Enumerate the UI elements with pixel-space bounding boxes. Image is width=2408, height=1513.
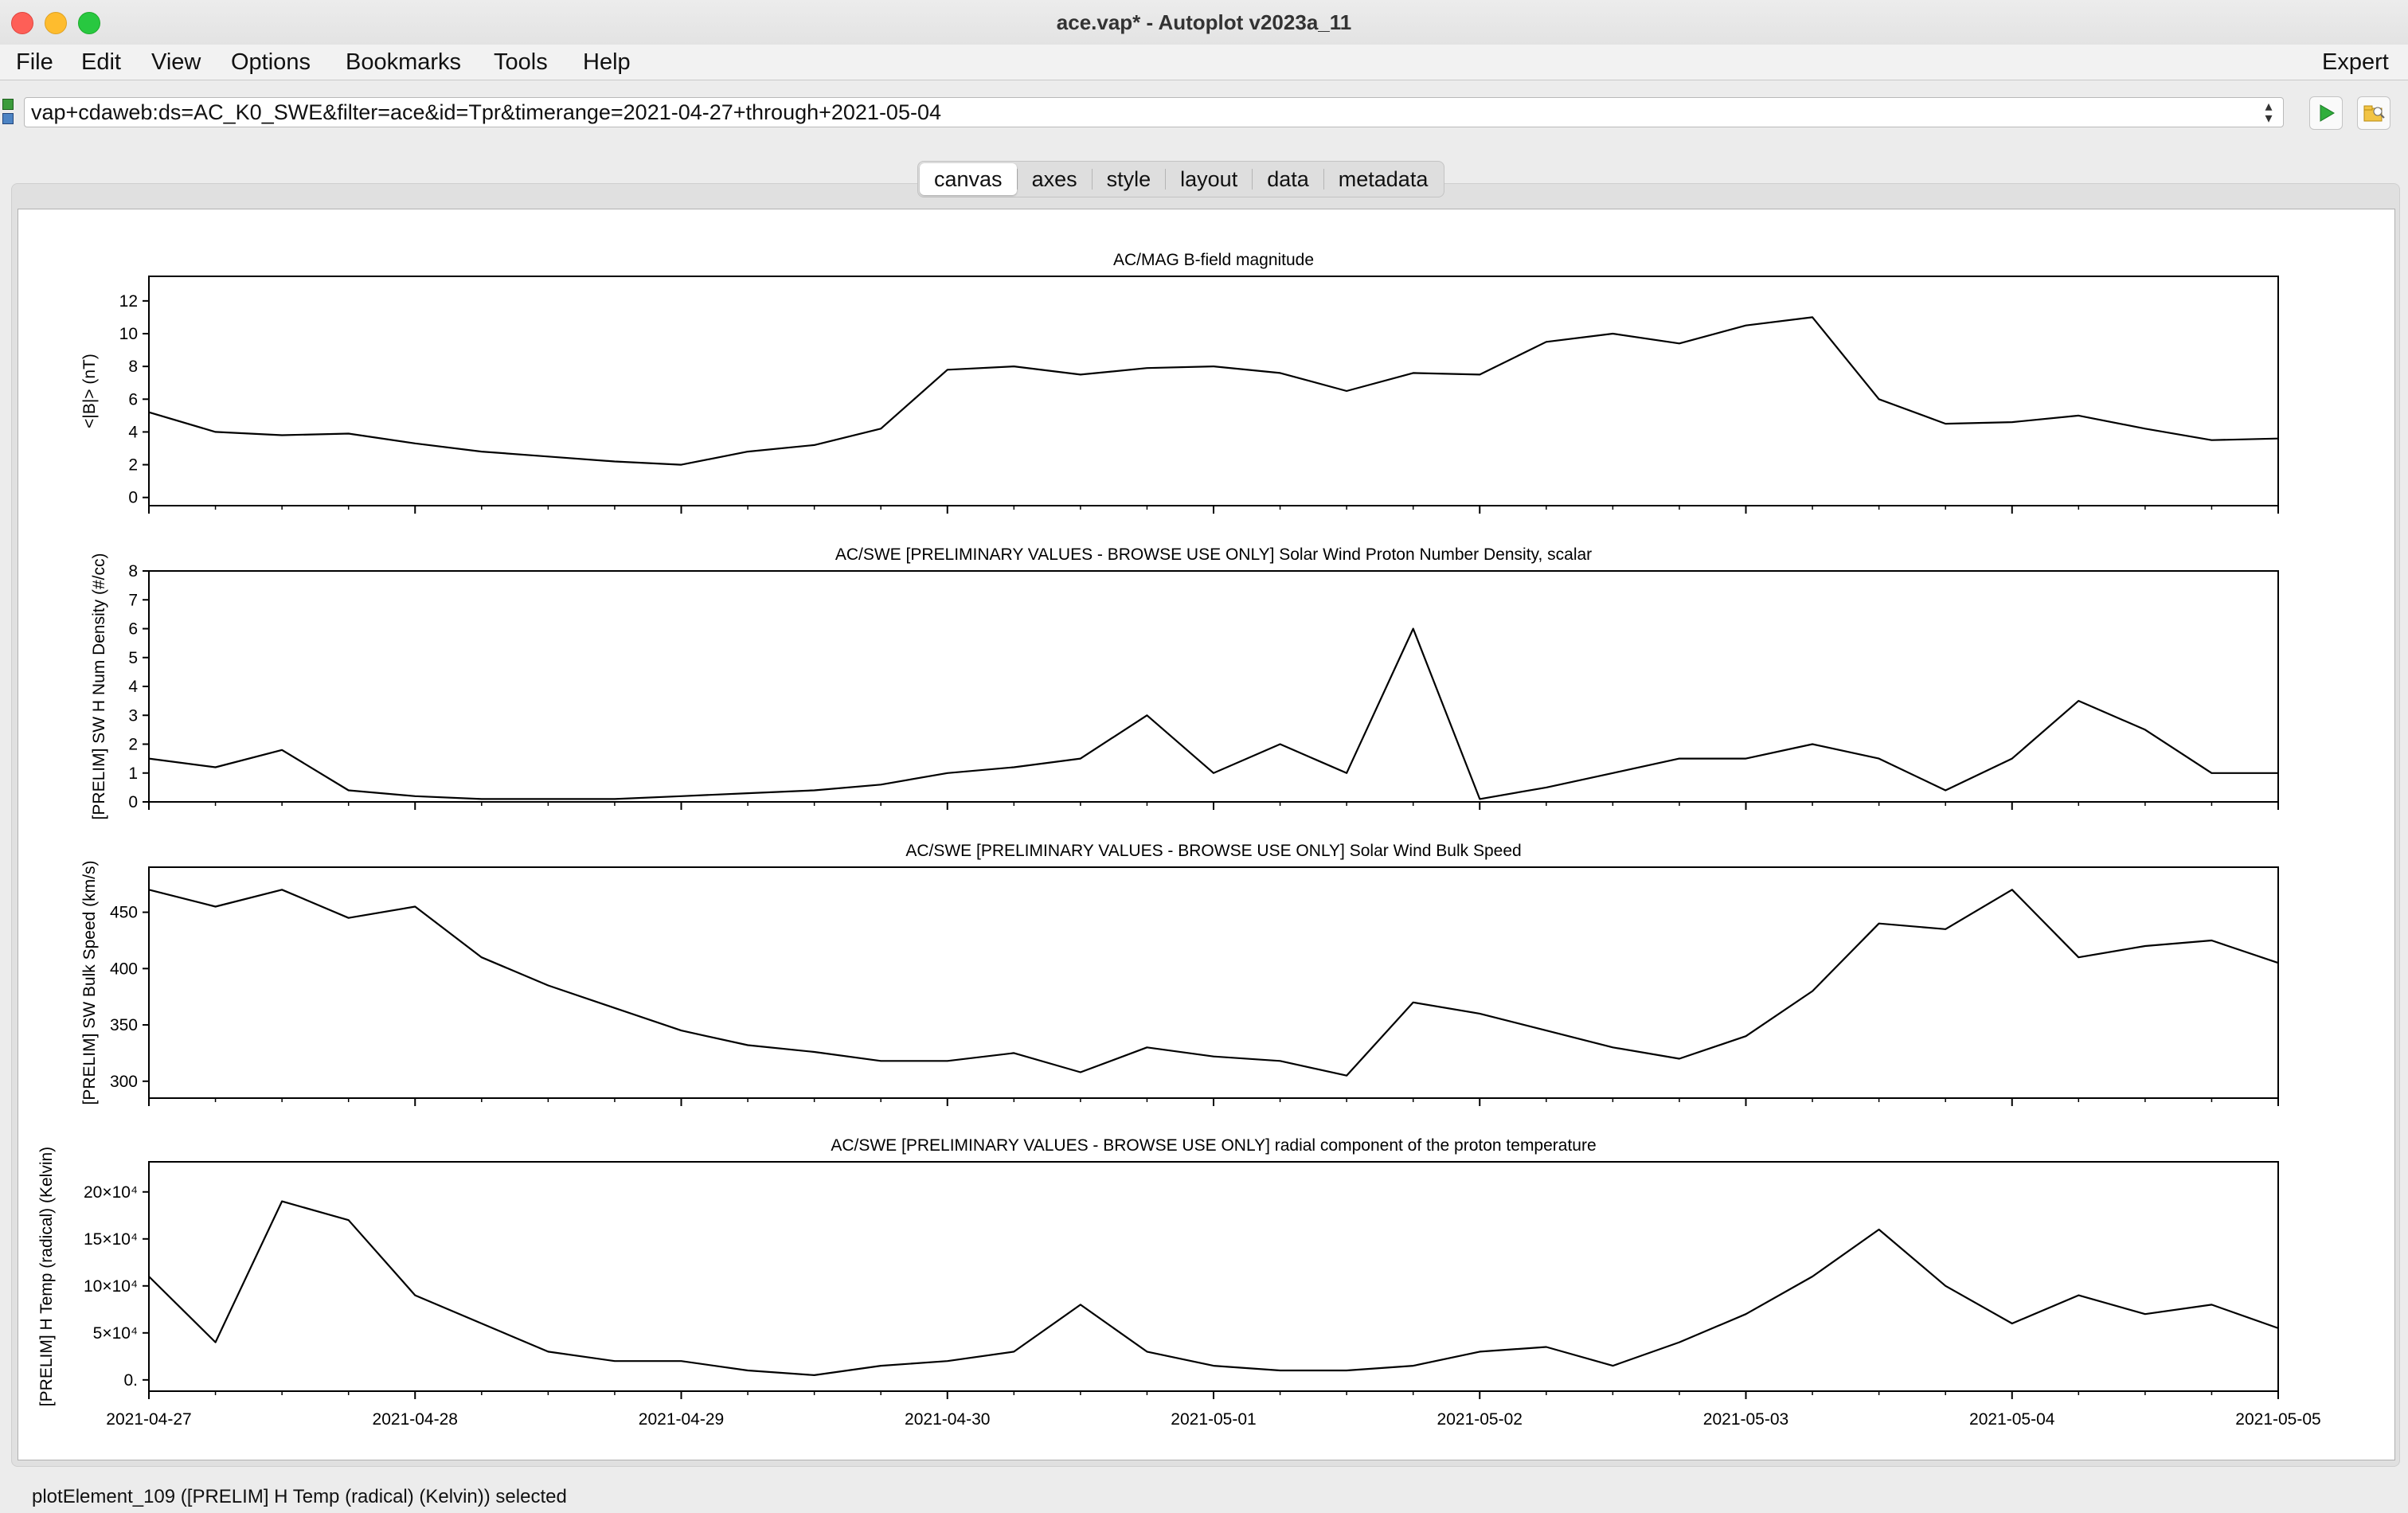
menu-expert[interactable]: Expert — [2322, 49, 2389, 75]
y-tick-label-4-4: 20×10⁴ — [84, 1183, 138, 1202]
x-tick-label-3: 2021-04-30 — [905, 1410, 990, 1429]
series-line-1 — [148, 316, 2279, 466]
x-tick-label-4: 2021-05-01 — [1171, 1410, 1256, 1429]
tab-style[interactable]: style — [1106, 167, 1151, 191]
y-tick-label-4-0: 0. — [123, 1371, 138, 1390]
menu-options[interactable]: Options — [231, 49, 311, 75]
y-tick-label-3-2: 400 — [110, 960, 138, 978]
address-bar: vap+cdaweb:ds=AC_K0_SWE&filter=ace&id=Tp… — [0, 89, 2408, 137]
tab-bar: canvas axes style layout data metadata — [917, 161, 1445, 197]
uri-input[interactable]: vap+cdaweb:ds=AC_K0_SWE&filter=ace&id=Tp… — [24, 97, 2284, 127]
menubar: File Edit View Options Bookmarks Tools H… — [0, 45, 2408, 80]
plot-panel-3 — [148, 866, 2279, 1099]
y-tick-label-4-1: 5×10⁴ — [93, 1324, 138, 1343]
y-axis-label-3: [PRELIM] SW Bulk Speed (km/s) — [80, 861, 99, 1105]
tab-canvas[interactable]: canvas — [920, 163, 1017, 195]
series-line-4 — [148, 1200, 2279, 1376]
tab-layout[interactable]: layout — [1180, 167, 1238, 191]
play-icon — [2320, 104, 2335, 122]
x-tick-label-2: 2021-04-29 — [639, 1410, 724, 1429]
plot-svg[interactable]: AC/MAG B-field magnitude <|B|> (nT) 0 2 4 6 8 1… — [18, 209, 2394, 1460]
y-tick-label-1-4: 8 — [128, 358, 138, 376]
y-tick-label-2-3: 3 — [128, 706, 138, 725]
x-tick-label-8: 2021-05-05 — [2235, 1410, 2320, 1429]
plot-panel-2 — [148, 570, 2279, 803]
zoom-window-icon[interactable] — [78, 12, 100, 34]
folder-bookmark-icon — [2363, 105, 2385, 122]
y-tick-label-3-1: 350 — [110, 1016, 138, 1034]
y-tick-label-1-3: 6 — [128, 390, 138, 409]
panel-title-4: AC/SWE [PRELIMINARY VALUES - BROWSE USE … — [831, 1136, 1596, 1155]
menu-bookmarks[interactable]: Bookmarks — [346, 49, 462, 75]
tab-axes[interactable]: axes — [1031, 167, 1077, 191]
y-tick-label-2-7: 7 — [128, 591, 138, 609]
y-tick-label-2-5: 5 — [128, 649, 138, 667]
menu-file[interactable]: File — [16, 49, 53, 75]
y-tick-label-1-2: 4 — [128, 423, 138, 441]
chevron-updown-icon[interactable]: ▴ ▾ — [2265, 98, 2273, 126]
y-tick-label-3-0: 300 — [110, 1073, 138, 1091]
y-tick-label-4-3: 15×10⁴ — [84, 1230, 138, 1249]
y-tick-label-1-0: 0 — [128, 489, 138, 507]
y-tick-label-4-2: 10×10⁴ — [84, 1277, 138, 1296]
y-tick-label-1-6: 12 — [119, 292, 138, 311]
plot-canvas[interactable]: AC/MAG B-field magnitude <|B|> (nT) 0 2 4 6 8 1… — [18, 209, 2395, 1460]
menu-edit[interactable]: Edit — [81, 49, 121, 75]
data-source-icon — [2, 99, 14, 126]
panel-title-3: AC/SWE [PRELIMINARY VALUES - BROWSE USE … — [905, 842, 1521, 860]
panel-title-2: AC/SWE [PRELIMINARY VALUES - BROWSE USE … — [835, 545, 1592, 564]
menu-help[interactable]: Help — [583, 49, 631, 75]
y-tick-label-2-1: 1 — [128, 764, 138, 783]
go-button[interactable] — [2309, 96, 2343, 130]
x-tick-label-0: 2021-04-27 — [106, 1410, 191, 1429]
x-tick-label-6: 2021-05-03 — [1703, 1410, 1788, 1429]
bookmark-button[interactable] — [2357, 96, 2390, 130]
series-line-3 — [148, 889, 2279, 1077]
series-line-2 — [148, 627, 2278, 800]
y-axis-label-1: <|B|> (nT) — [80, 354, 99, 428]
window-titlebar: ace.vap* - Autoplot v2023a_11 — [0, 0, 2408, 45]
y-tick-label-3-3: 450 — [110, 904, 138, 922]
x-tick-label-5: 2021-05-02 — [1437, 1410, 1523, 1429]
plot-panel-1 — [148, 276, 2279, 506]
x-tick-label-1: 2021-04-28 — [373, 1410, 458, 1429]
y-tick-label-2-6: 6 — [128, 620, 138, 639]
menu-view[interactable]: View — [151, 49, 201, 75]
y-tick-label-2-8: 8 — [128, 562, 138, 581]
plot-panel-4 — [148, 1161, 2279, 1392]
y-axis-label-4: [PRELIM] H Temp (radical) (Kelvin) — [37, 1147, 56, 1406]
status-text: plotElement_109 ([PRELIM] H Temp (radica… — [32, 1486, 567, 1507]
y-tick-label-2-0: 0 — [128, 793, 138, 811]
tab-metadata[interactable]: metadata — [1338, 167, 1429, 191]
menu-tools[interactable]: Tools — [494, 49, 548, 75]
window-title: ace.vap* - Autoplot v2023a_11 — [1056, 10, 1352, 34]
panel-title-1: AC/MAG B-field magnitude — [1113, 251, 1314, 269]
x-tick-label-7: 2021-05-04 — [1969, 1410, 2055, 1429]
y-tick-label-1-1: 2 — [128, 456, 138, 475]
y-tick-label-1-5: 10 — [119, 325, 138, 343]
tab-data[interactable]: data — [1267, 167, 1309, 191]
y-tick-label-2-2: 2 — [128, 736, 138, 754]
y-tick-label-2-4: 4 — [128, 678, 138, 696]
close-window-icon[interactable] — [11, 12, 33, 34]
minimize-window-icon[interactable] — [45, 12, 67, 34]
y-axis-label-2: [PRELIM] SW H Num Density (#/cc) — [90, 553, 108, 820]
